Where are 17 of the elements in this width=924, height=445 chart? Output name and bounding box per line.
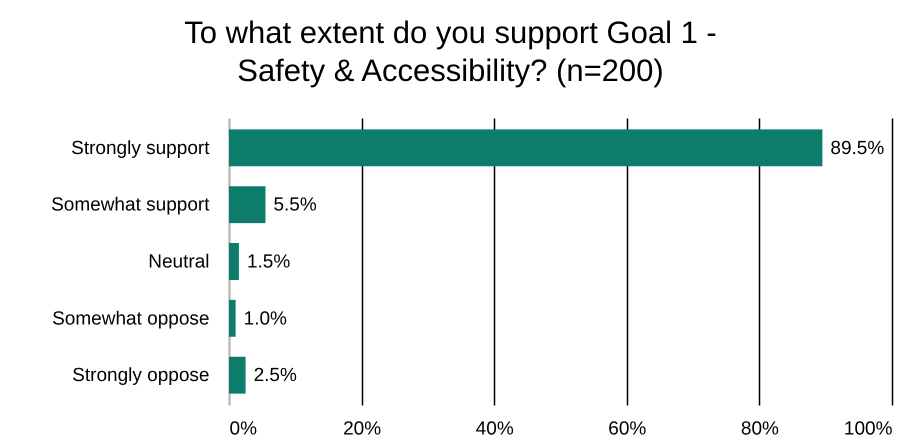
y-tick-label: Strongly support [71,138,210,159]
y-tick-label: Strongly oppose [72,365,210,386]
data-label: 89.5% [830,138,884,159]
y-tick-label: Neutral [148,252,210,272]
x-tick-label: 0% [230,418,258,440]
x-tick-label: 40% [476,418,514,440]
x-tick-label: 20% [343,418,382,440]
data-label: 1.0% [244,308,288,330]
data-label: 2.5% [254,365,297,386]
y-tick-label: Somewhat support [51,194,210,216]
x-tick-label: 60% [608,418,646,440]
data-label: 5.5% [273,194,317,216]
data-label: 1.5% [246,252,290,272]
x-tick-label: 100% [844,418,893,440]
y-tick-label: Somewhat oppose [52,308,210,330]
x-tick-label: 80% [740,418,780,440]
chart-title: To what extent do you support Goal 1 - Safety & Accessibility? (n=200) [184,15,717,88]
